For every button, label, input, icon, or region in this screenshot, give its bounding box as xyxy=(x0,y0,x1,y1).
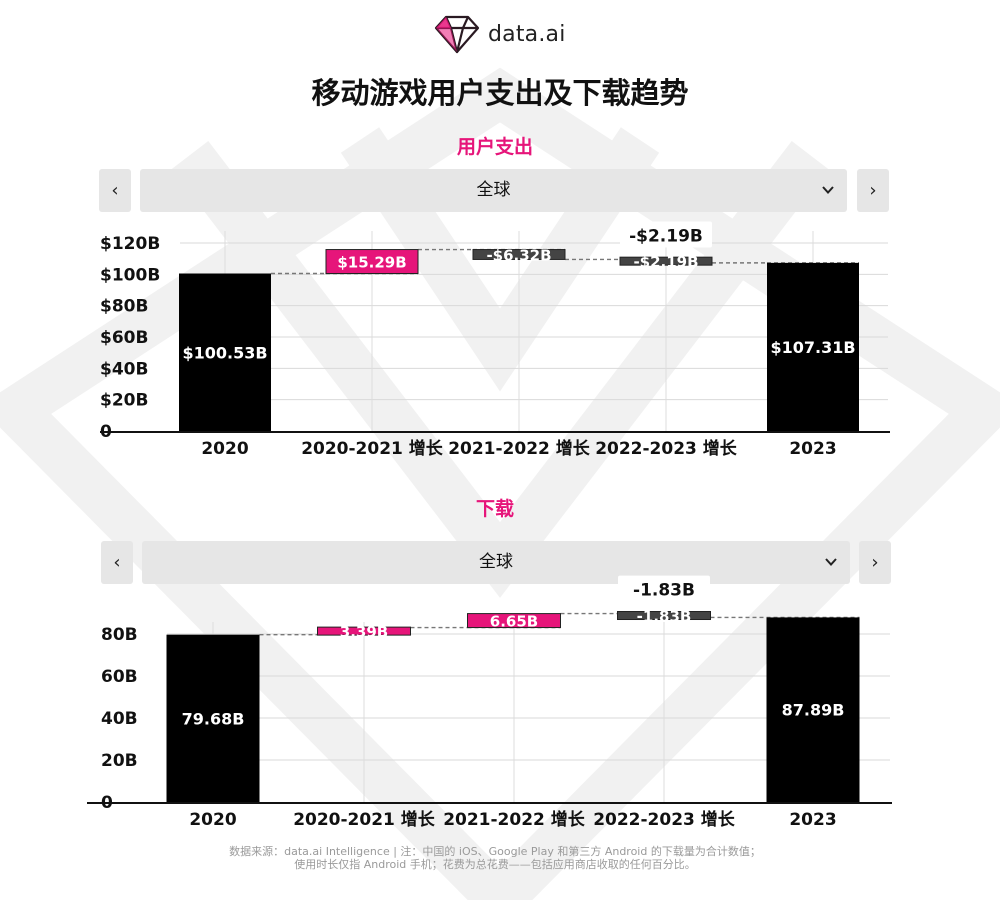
data-label: $107.31B xyxy=(770,338,855,357)
data-label: -1.83B xyxy=(637,608,692,626)
y-tick-label: $80B xyxy=(100,297,148,317)
bar-increase[interactable] xyxy=(325,249,419,275)
region-dropdown-value: 全球 xyxy=(476,180,511,200)
data-label: $100.53B xyxy=(182,343,267,362)
x-tick-label: 2020 xyxy=(189,810,236,830)
section-title-spending: 用户支出 xyxy=(456,136,533,158)
x-tick-label: 2022-2023 增长 xyxy=(595,438,738,459)
footnote-line-2: 使用时长仅指 Android 手机；花费为总花费——包括应用商店收取的任何百分比… xyxy=(294,858,696,871)
x-tick-label: 2021-2022 增长 xyxy=(443,809,586,830)
region-dropdown[interactable]: 全球 xyxy=(140,169,847,212)
source-footnote: 数据来源：data.ai Intelligence | 注：中国的 iOS、Go… xyxy=(0,845,990,871)
prev-region-button[interactable]: ‹ xyxy=(99,169,131,212)
bar-total[interactable] xyxy=(166,634,260,802)
x-tick-label: 2022-2023 增长 xyxy=(593,809,736,830)
x-tick-label: 2021-2022 增长 xyxy=(448,438,591,459)
brand-name: data.ai xyxy=(488,21,566,47)
footnote-line-1: 数据来源：data.ai Intelligence | 注：中国的 iOS、Go… xyxy=(229,845,761,858)
tooltip-box xyxy=(620,221,712,248)
chevron-left-icon: ‹ xyxy=(113,552,121,573)
next-region-button[interactable]: › xyxy=(857,169,889,212)
data-label: 3.39B xyxy=(340,623,388,641)
chevron-down-icon xyxy=(825,558,837,566)
y-tick-label: $20B xyxy=(100,391,148,411)
chevron-right-icon: › xyxy=(869,180,877,201)
x-tick-label: 2020-2021 增长 xyxy=(293,809,436,830)
bar-increase[interactable] xyxy=(467,613,561,629)
bar-decrease[interactable] xyxy=(619,256,713,266)
x-tick-label: 2020 xyxy=(201,439,248,459)
y-tick-label: 80B xyxy=(101,625,138,645)
data-label: -$6.32B xyxy=(486,246,551,264)
bar-total[interactable] xyxy=(766,617,860,802)
data-label: 87.89B xyxy=(782,701,845,720)
region-selector-downloads: ‹ 全球 › xyxy=(101,541,891,585)
x-tick-label: 2020-2021 增长 xyxy=(301,438,444,459)
chevron-down-icon xyxy=(822,186,834,194)
y-tick-label: $40B xyxy=(100,359,148,379)
y-tick-label: $100B xyxy=(100,265,160,285)
chevron-right-icon: › xyxy=(871,552,879,573)
brand-logo: data.ai xyxy=(434,12,566,56)
data-label: 6.65B xyxy=(490,613,538,631)
tooltip-label: -$2.19B xyxy=(629,226,703,246)
bar-decrease[interactable] xyxy=(617,611,711,621)
region-dropdown-value: 全球 xyxy=(479,552,513,572)
x-tick-label: 2023 xyxy=(789,439,836,459)
diamond-logo-icon xyxy=(434,15,480,54)
x-tick-label: 2023 xyxy=(789,810,836,830)
region-selector-spending: ‹ 全球 › xyxy=(99,169,890,213)
y-tick-label: $60B xyxy=(100,328,148,348)
tooltip-label: -1.83B xyxy=(633,581,695,601)
region-dropdown[interactable]: 全球 xyxy=(142,541,850,584)
y-tick-label: 40B xyxy=(101,709,138,729)
tooltip-box xyxy=(618,575,710,602)
y-tick-label: 20B xyxy=(101,751,138,771)
section-title-downloads: 下载 xyxy=(475,498,514,520)
data-label: $15.29B xyxy=(337,254,406,272)
y-tick-label: 60B xyxy=(101,667,138,687)
bar-decrease[interactable] xyxy=(472,249,566,260)
bar-increase[interactable] xyxy=(317,626,411,636)
y-tick-label: $120B xyxy=(100,234,160,254)
spending-waterfall-chart: $120B$100B$80B$60B$40B$20B0$100.53B$15.2… xyxy=(100,221,890,459)
page-title: 移动游戏用户支出及下载趋势 xyxy=(311,76,689,110)
data-label: 79.68B xyxy=(182,709,245,728)
next-region-button[interactable]: › xyxy=(859,541,891,584)
chevron-left-icon: ‹ xyxy=(111,180,119,201)
bar-total[interactable] xyxy=(179,273,271,431)
data-label: -$2.19B xyxy=(633,253,698,271)
bar-total[interactable] xyxy=(767,262,859,431)
prev-region-button[interactable]: ‹ xyxy=(101,541,133,584)
